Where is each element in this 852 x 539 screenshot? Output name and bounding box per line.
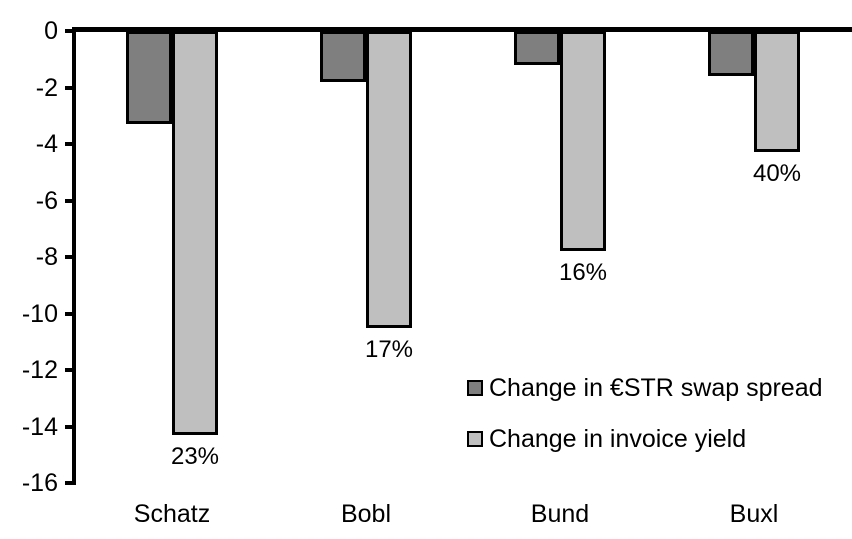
- y-axis-tick: [65, 85, 75, 90]
- data-label: 17%: [364, 335, 414, 363]
- category-label: Buxl: [729, 500, 779, 528]
- category-label: Schatz: [133, 500, 211, 528]
- y-axis-tick: [65, 481, 75, 485]
- bar-series-1: [754, 31, 800, 152]
- y-axis-tick-label: -6: [35, 186, 58, 215]
- legend-item-label: Change in invoice yield: [489, 424, 747, 453]
- data-label: 40%: [752, 160, 802, 188]
- bar-series-0: [514, 31, 560, 65]
- y-axis-tick-label: 0: [44, 17, 58, 45]
- legend-item: Change in €STR swap spread: [467, 373, 823, 403]
- bar-series-0: [320, 31, 366, 82]
- y-axis-tick: [65, 29, 75, 33]
- category-label: Bund: [530, 500, 590, 528]
- category-label: Bobl: [340, 500, 392, 528]
- y-axis-tick-label: -2: [35, 73, 58, 102]
- y-axis-tick: [65, 368, 75, 372]
- bar-series-0: [708, 31, 754, 76]
- y-axis-tick: [65, 142, 75, 146]
- y-axis-tick: [65, 255, 75, 259]
- bar-series-1: [560, 31, 606, 251]
- x-axis-zero-line: [72, 27, 852, 32]
- legend-item-label: Change in €STR swap spread: [489, 373, 823, 402]
- y-axis-tick-label: -8: [35, 243, 58, 271]
- y-axis-tick-label: -12: [21, 356, 58, 384]
- y-axis-tick: [65, 198, 75, 203]
- data-label: 23%: [170, 442, 220, 470]
- legend-swatch-icon: [467, 380, 483, 396]
- y-axis-tick-label: -4: [35, 130, 58, 158]
- legend: Change in €STR swap spread Change in invo…: [467, 373, 823, 454]
- legend-item: Change in invoice yield: [467, 424, 823, 454]
- bar-series-1: [366, 31, 412, 328]
- bar-series-0: [126, 31, 172, 124]
- y-axis-tick-label: -14: [21, 412, 58, 441]
- y-axis-tick: [65, 311, 75, 316]
- data-label: 16%: [558, 259, 608, 287]
- y-axis-tick: [65, 424, 75, 429]
- legend-swatch-icon: [467, 431, 483, 447]
- y-axis-tick-label: -10: [21, 299, 58, 328]
- bar-series-1: [172, 31, 218, 435]
- y-axis-tick-label: -16: [21, 469, 58, 497]
